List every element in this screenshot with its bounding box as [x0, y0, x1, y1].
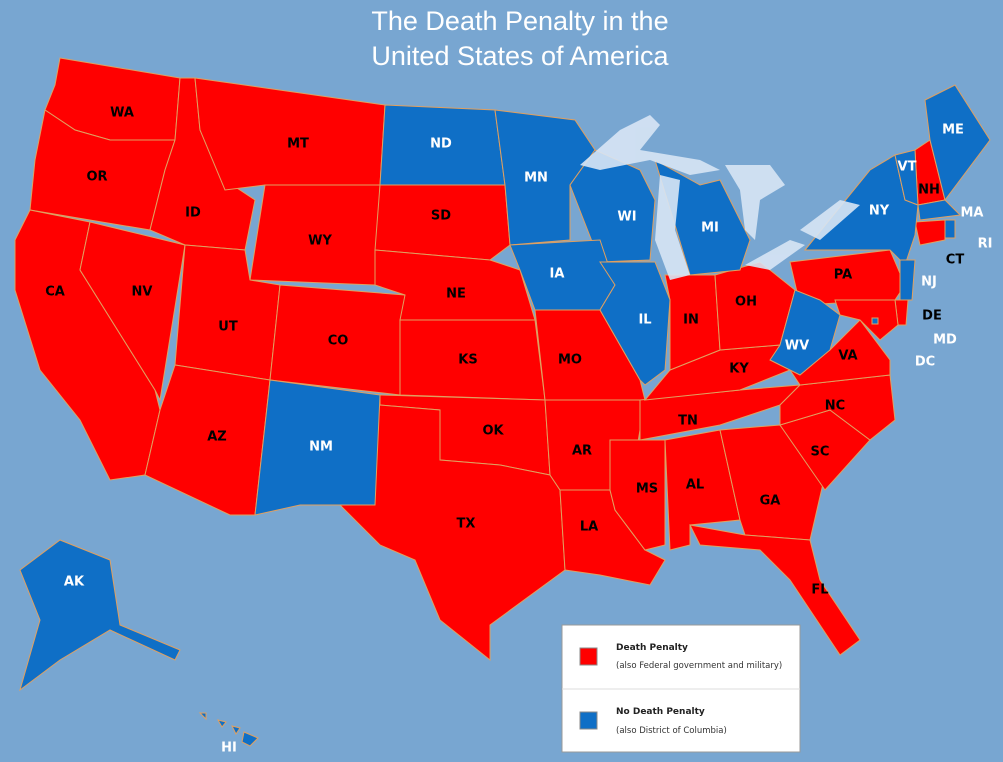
- state-label: NJ: [921, 275, 937, 290]
- state-label: KS: [458, 353, 477, 368]
- state-label: NC: [825, 399, 845, 414]
- state-label: KY: [729, 362, 749, 377]
- title-line: The Death Penalty in the: [371, 6, 668, 36]
- state-label: VT: [898, 160, 917, 175]
- legend-swatch: [579, 647, 598, 666]
- state-label: NM: [309, 440, 333, 455]
- state-label: UT: [218, 320, 238, 335]
- state: [917, 199, 962, 221]
- state-label: AZ: [207, 430, 227, 445]
- state: [19, 539, 181, 692]
- state-label: OK: [482, 424, 504, 439]
- legend: Death Penalty (also Federal government a…: [561, 624, 801, 753]
- state-label: NY: [869, 204, 890, 219]
- state: [599, 261, 671, 386]
- state-label: TX: [457, 517, 476, 532]
- state-label: CA: [45, 285, 65, 300]
- lake-erie: [745, 240, 805, 270]
- state: [79, 221, 186, 402]
- state: [914, 219, 946, 246]
- state-label: AR: [572, 444, 592, 459]
- state-label: ID: [185, 206, 201, 221]
- state-label: NH: [918, 183, 940, 198]
- state-label: MN: [524, 171, 548, 186]
- state: [924, 84, 991, 202]
- legend-swatch: [579, 711, 598, 730]
- state: [779, 374, 896, 441]
- state-label: NV: [132, 285, 153, 300]
- state-label: MA: [961, 206, 984, 221]
- legend-label: No Death Penalty: [616, 707, 705, 717]
- state-label: VA: [838, 349, 857, 364]
- state-label: NE: [446, 287, 466, 302]
- state: [899, 259, 916, 301]
- state-label: AL: [686, 478, 704, 493]
- lake-ontario: [800, 200, 860, 240]
- state-label: AK: [64, 575, 85, 590]
- state-label: ME: [942, 123, 964, 138]
- state: [769, 289, 841, 376]
- title-line: United States of America: [371, 41, 669, 71]
- state-label: WV: [785, 339, 809, 354]
- state-label: HI: [221, 741, 237, 756]
- state-label: GA: [760, 494, 781, 509]
- state-label: RI: [978, 237, 993, 252]
- state: [689, 524, 861, 656]
- legend-label: Death Penalty: [616, 643, 688, 653]
- state: [871, 317, 879, 325]
- state-label: SD: [431, 209, 451, 224]
- state-label: MO: [558, 353, 582, 368]
- lake-superior: [580, 115, 720, 175]
- legend-note: (also District of Columbia): [616, 726, 727, 736]
- state: [494, 109, 596, 246]
- state-label: SC: [811, 445, 830, 460]
- state-label: DC: [915, 355, 935, 370]
- state-label: WA: [110, 106, 134, 121]
- state-label: CT: [946, 253, 965, 268]
- state-label: PA: [834, 268, 852, 283]
- state: [664, 274, 721, 371]
- state-label: MT: [287, 137, 309, 152]
- state-label: DE: [922, 309, 942, 324]
- state-label: OR: [86, 170, 107, 185]
- state: [944, 219, 956, 239]
- great-lakes: [580, 115, 860, 280]
- state-label: IA: [550, 267, 565, 282]
- state-label: CO: [328, 334, 349, 349]
- state-label: IL: [638, 313, 651, 328]
- lake-michigan: [655, 175, 690, 280]
- state-label: MD: [933, 333, 957, 348]
- state-label: WY: [308, 234, 332, 249]
- state-label: WI: [617, 210, 636, 225]
- state-label: OH: [735, 295, 757, 310]
- state-label: TN: [678, 414, 698, 429]
- lake-huron: [725, 165, 785, 240]
- state: [198, 712, 259, 747]
- state-label: MI: [701, 221, 719, 236]
- state-label: LA: [580, 520, 598, 535]
- state-labels: WA OR CA NV ID MT WY UT AZ CO SD NE KS OK TX MO AR LA MS AL…: [45, 106, 992, 756]
- state-label: IN: [683, 313, 699, 328]
- state: [254, 379, 381, 516]
- legend-note: (also Federal government and military): [616, 661, 782, 671]
- state-label: MS: [636, 482, 658, 497]
- state-label: FL: [811, 583, 828, 598]
- state-label: ND: [430, 137, 452, 152]
